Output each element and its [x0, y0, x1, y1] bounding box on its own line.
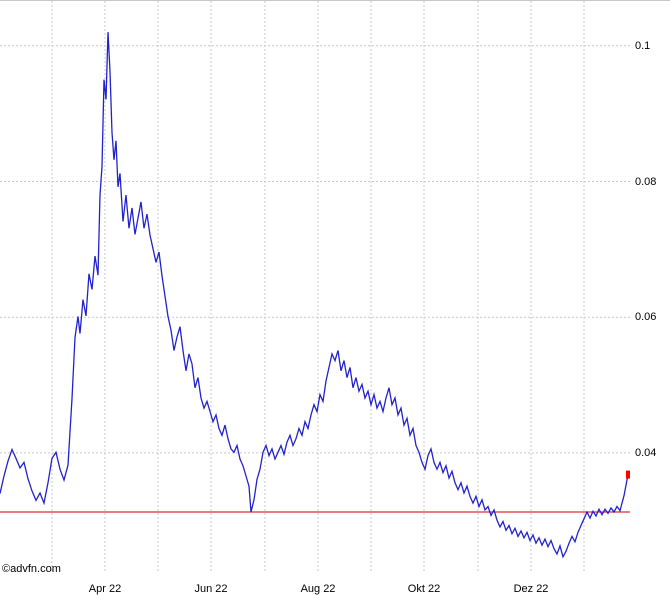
x-tick-label: Jun 22 [194, 583, 228, 595]
plot-area [0, 1, 630, 571]
last-price-marker [626, 470, 630, 479]
advfn-watermark: ©advfn.com [2, 563, 61, 575]
x-tick-label: Apr 22 [88, 583, 122, 595]
x-tick-label: Okt 22 [407, 583, 441, 595]
y-axis: 0.1 0.08 0.06 0.04 [630, 1, 670, 571]
y-tick-label: 0.08 [635, 175, 657, 188]
x-axis: Apr 22 Jun 22 Aug 22 Okt 22 Dez 22 [0, 571, 630, 601]
chart-canvas [0, 1, 630, 571]
x-tick-label: Dez 22 [513, 583, 549, 595]
price-line [0, 32, 629, 559]
y-tick-label: 0.04 [635, 446, 657, 459]
x-tick-label: Aug 22 [300, 583, 336, 595]
y-tick-label: 0.06 [635, 311, 657, 324]
y-tick-label: 0.1 [635, 39, 651, 52]
